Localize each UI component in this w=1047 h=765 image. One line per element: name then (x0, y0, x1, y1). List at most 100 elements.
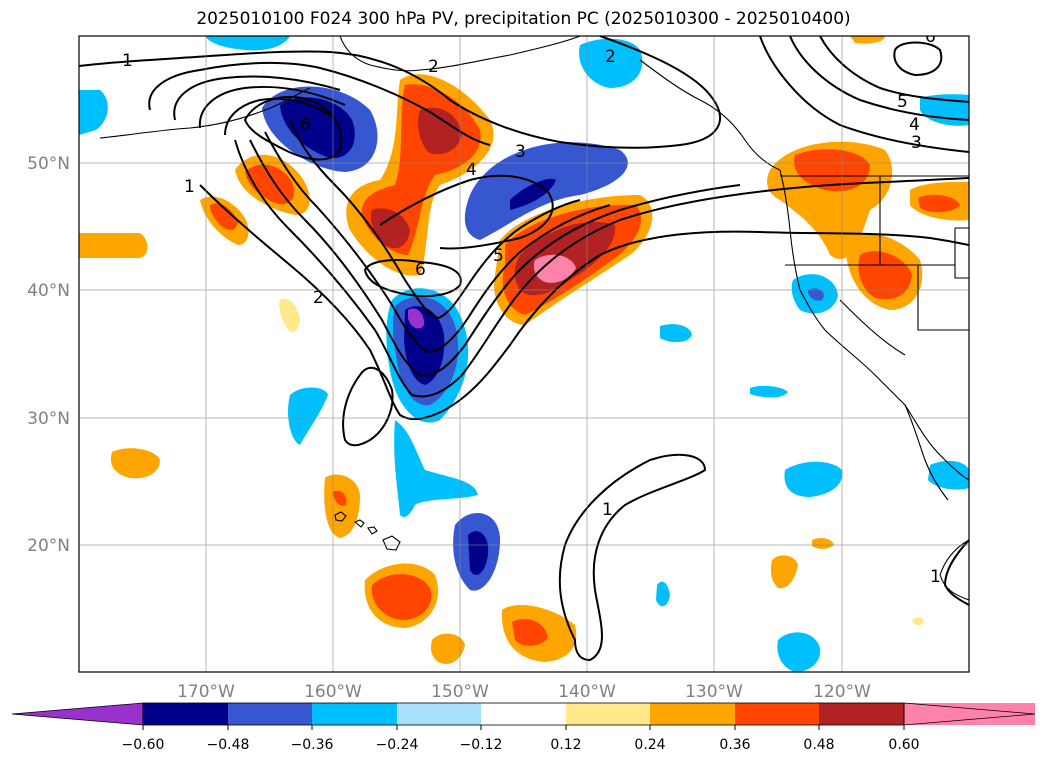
lon-labels: 170°W 160°W 150°W 140°W 130°W 120°W (177, 682, 871, 702)
colorbar-segment (397, 703, 481, 725)
pv-contour-4 (198, 85, 346, 129)
contour-label: 2 (605, 47, 616, 67)
pv-contour-se (943, 539, 969, 606)
lat-label-40n: 40°N (27, 281, 70, 301)
shade-pos-wcoast-core (794, 149, 870, 192)
shade-pos-s2 (430, 633, 465, 665)
bc-coast (639, 59, 781, 171)
shade-neg-n2 (205, 36, 290, 51)
contour-label: 1 (602, 500, 613, 520)
hawaii-3 (367, 526, 378, 535)
pv-contour-inner (289, 119, 581, 320)
shade-neg-s3 (750, 385, 788, 398)
colorbar-tick-label: 0.48 (803, 737, 834, 753)
pv-contour-1-south (558, 453, 707, 662)
lon-label-170w: 170°W (177, 682, 235, 702)
lon-label-150w: 150°W (431, 682, 489, 702)
map-frame (78, 35, 970, 673)
pv-contour-6-nw (243, 95, 343, 161)
state-border-3 (917, 265, 969, 331)
hawaii-2 (353, 519, 365, 528)
shade-neg-south-core (468, 531, 489, 575)
colorbar: −0.60 −0.48 −0.36 −0.24 −0.12 0.12 0.24 … (11, 702, 1036, 753)
chart-title: 2025010100 F024 300 hPa PV, precipitatio… (196, 9, 851, 29)
shade-neg-e (928, 460, 969, 490)
shade-pos-se2 (812, 537, 834, 549)
shade-neg-s4 (656, 581, 670, 607)
contour-label: 1 (930, 567, 941, 587)
pv-contour-trough-3 (249, 139, 741, 377)
colorbar-frame (142, 702, 905, 726)
gridlines (79, 36, 969, 672)
colorbar-segment (650, 703, 735, 725)
contour-label: 3 (911, 133, 922, 153)
colorbar-segment (481, 703, 566, 725)
shade-pos-inland-core (858, 251, 912, 300)
colorbar-segment (566, 703, 650, 725)
hawaii-1 (334, 511, 347, 522)
shade-neg-wcoast-core (808, 288, 824, 301)
state-border-5 (954, 227, 969, 279)
colorbar-tick-labels: −0.60 −0.48 −0.36 −0.24 −0.12 0.12 0.24 … (122, 737, 920, 753)
lat-label-50n: 50°N (27, 154, 70, 174)
colorbar-segment (11, 702, 144, 726)
pv-contour-trough-2 (234, 139, 969, 398)
shade-pos-nw2-core (210, 203, 238, 230)
shade-pos-dot2 (912, 617, 924, 626)
colorbar-tick-label: −0.12 (460, 737, 503, 753)
contour-label: 2 (313, 288, 324, 308)
colorbar-tick-label: −0.24 (376, 737, 419, 753)
colorbar-tick-label: −0.60 (122, 737, 165, 753)
colorbar-tick-label: −0.36 (291, 737, 334, 753)
colorbar-tick-label: 0.12 (550, 737, 581, 753)
pv-contour-ne-3 (759, 36, 969, 153)
colorbar-tick-label: 0.60 (888, 737, 919, 753)
hawaii-4 (382, 535, 401, 551)
lat-label-30n: 30°N (27, 409, 70, 429)
colorbar-tick-label: 0.24 (634, 737, 665, 753)
lat-label-20n: 20°N (27, 536, 70, 556)
colorbar-segment (735, 703, 819, 725)
shade-pos-sw2-core (333, 490, 347, 506)
colorbar-segment (228, 703, 312, 725)
shade-pos-n (850, 36, 885, 44)
pv-contour-3 (173, 75, 341, 121)
shade-neg-se (777, 632, 821, 672)
us-west-coast (779, 169, 969, 481)
lat-labels: 50°N 40°N 30°N 20°N (27, 154, 70, 556)
colorbar-ticks (142, 725, 905, 730)
contour-label: 4 (909, 115, 920, 135)
contour-label: 3 (515, 142, 526, 162)
contour-label: 2 (428, 57, 439, 77)
contour-label: 6 (300, 115, 311, 135)
shade-pos-s3-core (512, 618, 548, 646)
contour-label: 6 (925, 27, 936, 47)
contour-label: 6 (415, 260, 426, 280)
contour-label: 1 (184, 177, 195, 197)
shade-neg-tail (394, 420, 478, 517)
pv-contour-1-north (79, 36, 721, 149)
shade-pos-se1 (770, 555, 798, 589)
pv-contour-4-mid (379, 174, 554, 250)
shade-pos-dot1 (279, 298, 300, 332)
lon-label-160w: 160°W (304, 682, 362, 702)
shade-neg-s2 (660, 324, 692, 343)
colorbar-segment (312, 703, 397, 725)
contour-label: 5 (897, 92, 908, 112)
shade-pos-sw2 (324, 474, 360, 538)
shade-neg-s1 (288, 387, 328, 445)
pv-contour-5 (224, 97, 331, 136)
shade-neg-trough-min (408, 308, 425, 329)
pv-contour-trough-4 (264, 131, 611, 354)
shade-pos-center-max (533, 254, 576, 283)
aleutian-islands (99, 87, 311, 139)
baja-coast (904, 404, 949, 501)
shade-pos-aleutian-core (418, 107, 462, 155)
state-border-4 (839, 299, 906, 356)
shade-neg-center-core (510, 178, 556, 210)
shade-neg-north (579, 38, 643, 88)
alaska-coast (339, 36, 581, 72)
pv-contour-trough-1 (199, 184, 969, 420)
coastlines (99, 36, 969, 601)
